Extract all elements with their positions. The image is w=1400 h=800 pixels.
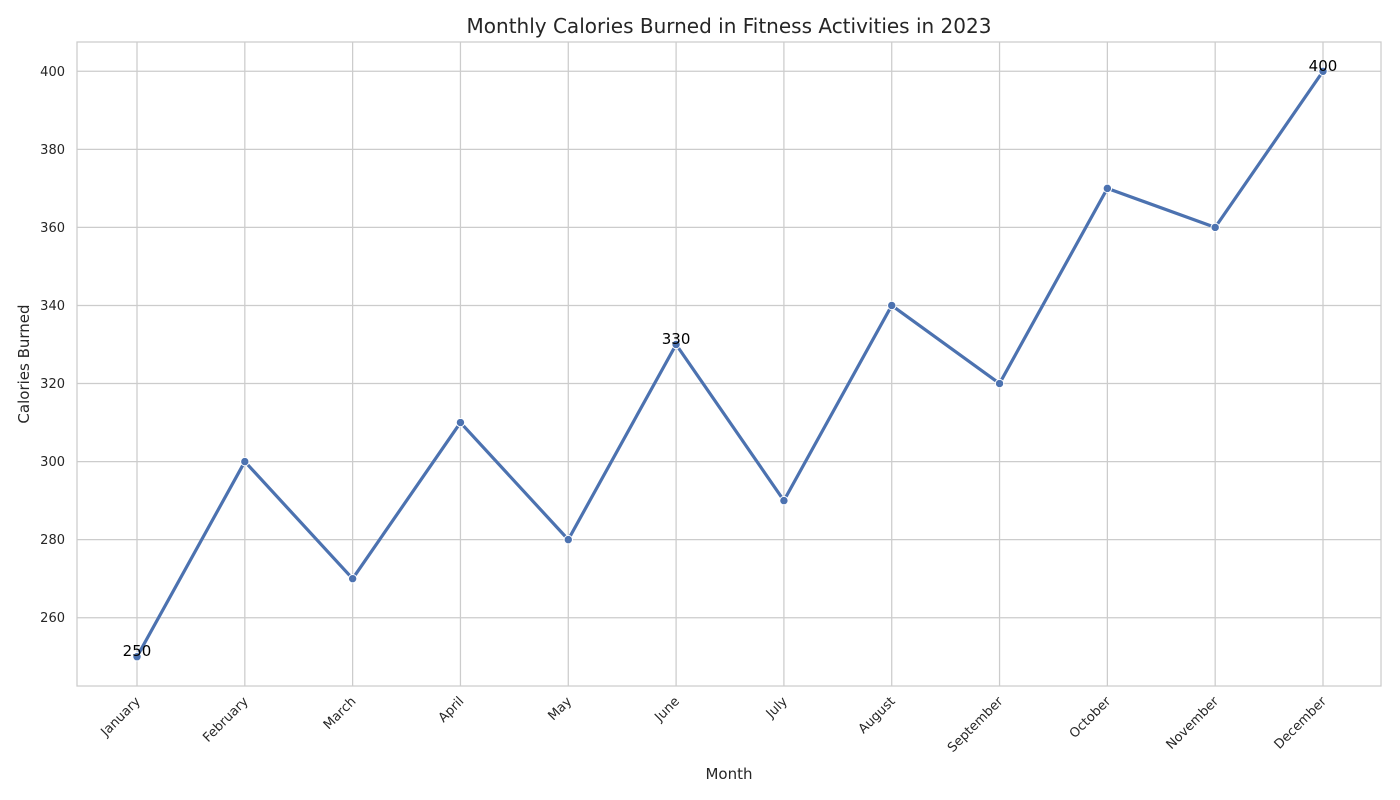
x-tick-label: March <box>321 694 360 733</box>
x-axis-title: Month <box>705 765 752 783</box>
series-line <box>135 69 1325 659</box>
x-tick-label: May <box>545 694 575 724</box>
series-layer <box>132 66 1328 662</box>
x-axis-ticks: January February March April May June July Augu… <box>98 694 1331 756</box>
data-labels: 250 330 400 <box>123 57 1338 660</box>
y-tick-label: 320 <box>40 377 65 392</box>
y-axis-ticks: 260 280 300 320 340 360 380 400 <box>40 65 65 626</box>
data-label: 250 <box>123 642 152 660</box>
data-point <box>455 417 466 428</box>
y-tick-label: 300 <box>40 455 65 470</box>
data-point <box>1318 66 1328 76</box>
y-tick-label: 260 <box>40 611 65 626</box>
data-point <box>1210 222 1220 233</box>
x-tick-label: July <box>763 694 791 722</box>
x-tick-label: December <box>1272 694 1331 753</box>
grid-lines <box>77 42 1381 686</box>
data-point <box>563 534 573 545</box>
data-label: 400 <box>1309 57 1338 75</box>
x-tick-label: November <box>1164 694 1223 753</box>
x-tick-label: June <box>652 694 683 725</box>
data-label: 330 <box>662 330 691 348</box>
y-tick-label: 400 <box>40 65 65 80</box>
y-axis-title: Calories Burned <box>15 304 33 423</box>
data-point <box>132 652 142 662</box>
y-tick-label: 280 <box>40 533 65 548</box>
data-point <box>994 378 1005 389</box>
data-point <box>347 573 358 584</box>
x-tick-label: April <box>436 694 468 726</box>
x-tick-label: February <box>200 694 252 746</box>
x-tick-label: October <box>1067 694 1115 742</box>
data-point <box>240 456 250 467</box>
data-point <box>1102 183 1113 194</box>
data-point <box>887 300 897 311</box>
x-tick-label: January <box>98 694 144 740</box>
data-point <box>779 495 789 506</box>
plot-frame <box>76 41 1382 687</box>
y-tick-label: 340 <box>40 299 65 314</box>
x-tick-label: August <box>856 694 899 737</box>
x-tick-label: September <box>945 694 1007 756</box>
y-tick-label: 380 <box>40 143 65 158</box>
data-point <box>671 339 681 350</box>
y-tick-label: 360 <box>40 221 65 236</box>
chart-title: Monthly Calories Burned in Fitness Activ… <box>467 14 992 38</box>
